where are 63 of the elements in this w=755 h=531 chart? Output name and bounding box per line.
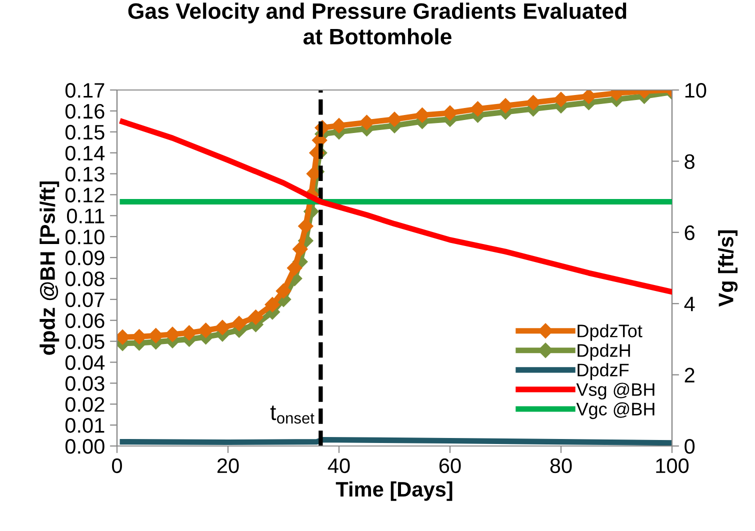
y-tick-label: 0.13 <box>65 166 104 182</box>
point <box>287 260 302 276</box>
y-tick-label: 0.10 <box>65 230 104 244</box>
y-tick-label: 0.05 <box>65 334 104 350</box>
y-tick-label: 0.02 <box>65 397 104 412</box>
point <box>498 98 514 114</box>
y-tick-label: 0.04 <box>65 355 105 370</box>
y-tick-label: 0.16 <box>65 104 104 119</box>
y2-tick-label: 2 <box>684 368 694 382</box>
legend-label: DpdzH <box>578 344 630 360</box>
y-tick-label: 0.17 <box>65 83 104 98</box>
y-tick-label: 0.07 <box>65 292 104 308</box>
x-tick-label: 0 <box>112 458 122 474</box>
point <box>298 218 314 234</box>
y2-axis-title: Vg [ft/s] <box>718 230 738 307</box>
point <box>182 325 197 340</box>
legend-label: DpdzF <box>578 363 629 380</box>
y-tick-label: 0.12 <box>65 188 104 202</box>
y-tick-label: 0.09 <box>65 250 104 266</box>
point <box>132 329 147 344</box>
x-tick-label: 20 <box>217 458 239 474</box>
point <box>442 105 458 121</box>
point <box>276 283 292 299</box>
y-tick-label: 0.01 <box>65 418 104 433</box>
point <box>232 316 247 332</box>
y2-tick-label: 4 <box>684 296 695 312</box>
point <box>526 94 541 110</box>
y2-tick-label: 6 <box>684 225 694 240</box>
point <box>331 118 347 134</box>
point <box>148 328 164 344</box>
y-tick-label: 0.15 <box>65 124 104 140</box>
y-tick-label: 0.14 <box>65 146 105 161</box>
y-tick-label: 0.06 <box>65 313 104 328</box>
point <box>359 114 374 130</box>
legend-label: Vsg @BH <box>576 382 654 400</box>
legend-label: DpdzTot <box>578 324 642 341</box>
point <box>198 322 214 338</box>
point <box>214 320 230 336</box>
legend-label: Vgc @BH <box>576 402 654 420</box>
point <box>386 112 402 127</box>
y-tick-label: 0.00 <box>65 439 104 454</box>
x-tick-label: 100 <box>656 458 689 474</box>
point <box>553 92 569 107</box>
y-tick-label: 0.03 <box>65 376 104 391</box>
x-tick-label: 60 <box>439 458 461 474</box>
y-axis-title: dpdz @BH [Psi/ft] <box>40 181 60 355</box>
x-tick-label: 40 <box>328 458 350 474</box>
ref-line-label: t$_{onset}$ <box>270 406 314 424</box>
point <box>581 90 596 104</box>
point <box>264 297 280 312</box>
y2-tick-label: 10 <box>685 83 706 98</box>
point <box>414 108 430 123</box>
point <box>164 326 180 342</box>
y2-tick-label: 0 <box>684 439 695 454</box>
x-tick-label: 80 <box>550 458 572 474</box>
x-axis-title: Time [Days] <box>336 481 452 501</box>
point <box>470 101 486 116</box>
y2-tick-label: 8 <box>684 154 694 169</box>
point <box>292 242 308 257</box>
y-tick-label: 0.11 <box>67 208 104 224</box>
chart-title: Gas Velocity and Pressure Gradients Evaluated at Bottomhole <box>128 2 626 45</box>
point <box>248 310 264 325</box>
y-tick-label: 0.08 <box>65 271 104 286</box>
